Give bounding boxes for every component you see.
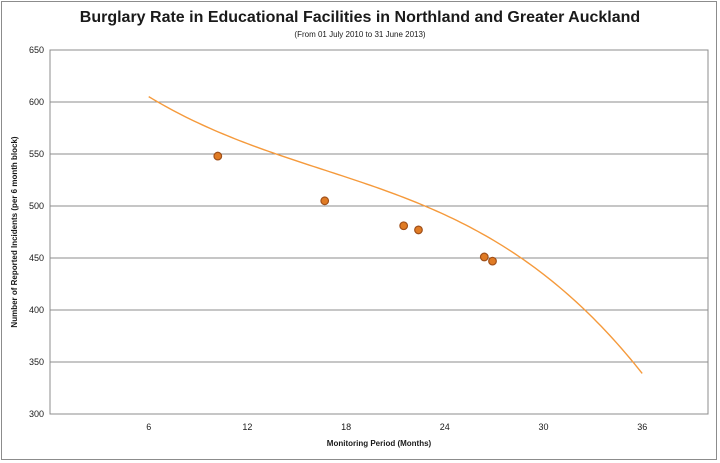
y-tick-label: 400	[29, 305, 44, 315]
series	[148, 95, 643, 374]
x-tick-label: 36	[637, 422, 647, 432]
data-point	[479, 252, 489, 262]
gridlines	[50, 49, 708, 415]
x-tick-labels: 6 12 18 24 30 36	[146, 422, 647, 432]
x-tick-label: 6	[146, 422, 151, 432]
x-tick-label: 12	[242, 422, 252, 432]
data-point	[414, 225, 423, 235]
data-point	[213, 151, 223, 161]
y-tick-label: 600	[29, 97, 44, 107]
y-tick-label: 650	[29, 45, 44, 55]
x-tick-label: 18	[341, 422, 351, 432]
chart-title: Burglary Rate in Educational Facilities …	[80, 9, 640, 26]
x-axis-label: Monitoring Period (Months)	[327, 439, 432, 448]
y-tick-label: 350	[29, 357, 44, 367]
data-point	[399, 221, 409, 231]
y-axis-label: Number of Reported Incidents (per 6 mont…	[10, 136, 19, 327]
x-tick-label: 30	[538, 422, 548, 432]
x-tick-label: 24	[440, 422, 450, 432]
y-tick-labels: 300 350 400 450 500 550 600 650	[29, 45, 44, 419]
chart-subtitle: (From 01 July 2010 to 31 June 2013)	[294, 30, 426, 39]
data-point	[320, 196, 330, 206]
data-point	[488, 256, 497, 266]
y-tick-label: 550	[29, 149, 44, 159]
y-tick-label: 450	[29, 253, 44, 263]
plot-area	[49, 49, 709, 415]
y-tick-label: 500	[29, 201, 44, 211]
y-tick-label: 300	[29, 409, 44, 419]
trendline	[148, 95, 643, 374]
